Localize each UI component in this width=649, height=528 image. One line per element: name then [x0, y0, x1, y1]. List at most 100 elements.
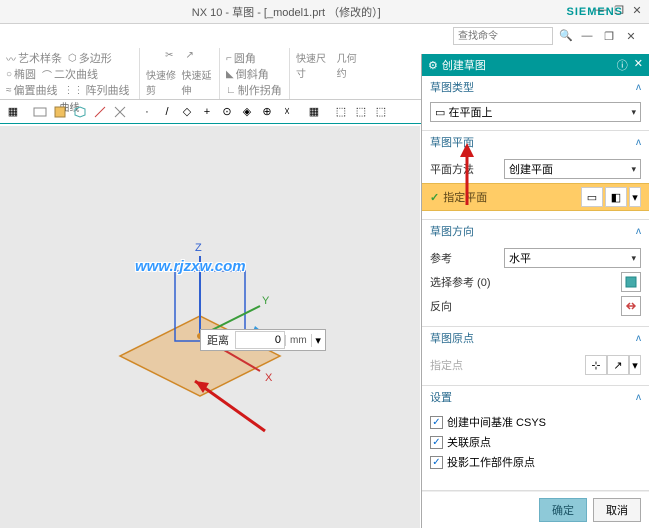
sketch-scene: Y Z X — [0, 126, 420, 528]
svg-text:Y: Y — [262, 295, 270, 307]
plane-method-select[interactable]: 创建平面 ▾ — [504, 159, 641, 179]
watermark: www.rjzxw.com — [135, 258, 246, 275]
tool-extend[interactable]: ↗ — [186, 50, 194, 61]
window-title: NX 10 - 草图 - [_model1.prt （修改的）] — [6, 4, 566, 20]
tool-trim[interactable]: ✂ — [165, 50, 173, 61]
select-ref-button[interactable] — [621, 272, 641, 292]
on-plane-icon: ▭ — [435, 106, 445, 119]
sketch-type-select[interactable]: ▭ 在平面上 ▾ — [430, 102, 641, 122]
chevron-down-icon: ▾ — [631, 107, 636, 118]
section-header-plane[interactable]: 草图平面 ʌ — [422, 131, 649, 153]
viewport-3d[interactable]: Y Z X www.rjzxw.com 距离 mm ▾ — [0, 126, 420, 528]
wireframe-icon[interactable] — [31, 103, 49, 121]
menu-icon[interactable]: ▦ — [4, 103, 22, 121]
child-close-icon[interactable]: ✕ — [623, 28, 639, 44]
child-minimize-icon[interactable]: — — [579, 28, 595, 44]
mid-icon[interactable]: ◇ — [178, 103, 196, 121]
int-icon[interactable]: ☓ — [278, 103, 296, 121]
checkbox-icon: ✓ — [430, 456, 443, 469]
section-header-settings[interactable]: 设置 ʌ — [422, 386, 649, 408]
panel-close-icon[interactable]: ✕ — [634, 57, 643, 73]
opt2-icon[interactable]: ⬚ — [352, 103, 370, 121]
section-sketch-type: 草图类型 ʌ ▭ 在平面上 ▾ — [422, 76, 649, 131]
gear-icon: ⚙ — [428, 59, 438, 72]
tool-ellipse[interactable]: ○ 椭圆 — [6, 66, 36, 82]
check-icon: ✓ — [430, 191, 439, 204]
reverse-label: 反向 — [430, 298, 621, 314]
tool-spline[interactable]: 〰 艺术样条 — [6, 50, 62, 66]
section-header-type[interactable]: 草图类型 ʌ — [422, 76, 649, 98]
quad-icon[interactable]: ◈ — [238, 103, 256, 121]
tool-chamfer[interactable]: ◣ 倒斜角 — [226, 66, 269, 82]
checkbox-assoc-origin[interactable]: ✓ 关联原点 — [430, 432, 641, 452]
cube-icon[interactable] — [71, 103, 89, 121]
plane-dialog-button[interactable]: ▭ — [581, 187, 603, 207]
tool-fillet[interactable]: ⌐ 圆角 — [226, 50, 256, 66]
tool-corner[interactable]: ∟ 制作拐角 — [226, 82, 282, 98]
circle-icon[interactable]: ⊙ — [218, 103, 236, 121]
section-settings: 设置 ʌ ✓ 创建中间基准 CSYS ✓ 关联原点 ✓ 投影工作部件原点 — [422, 386, 649, 491]
panel-title: 创建草图 — [442, 57, 617, 73]
chevron-down-icon: ▾ — [631, 253, 636, 264]
point-type-button[interactable]: ↗ — [607, 355, 629, 375]
grid-icon[interactable]: ▦ — [305, 103, 323, 121]
svg-text:X: X — [265, 372, 273, 384]
search-icon[interactable]: 🔍 — [559, 29, 573, 43]
section-sketch-origin: 草图原点 ʌ 指定点 ⊹ ↗ ▾ — [422, 327, 649, 386]
tool-polygon[interactable]: ⬡ 多边形 — [68, 50, 112, 66]
checkbox-icon: ✓ — [430, 416, 443, 429]
child-maximize-icon[interactable]: ❐ — [601, 28, 617, 44]
distance-label: 距离 — [201, 332, 235, 348]
target-icon[interactable]: ⊕ — [258, 103, 276, 121]
opt1-icon[interactable]: ⬚ — [332, 103, 350, 121]
caret-up-icon: ʌ — [636, 226, 641, 237]
tool-offset[interactable]: ≈ 偏置曲线 — [6, 82, 58, 98]
section-header-origin[interactable]: 草图原点 ʌ — [422, 327, 649, 349]
title-bar: NX 10 - 草图 - [_model1.prt （修改的）] SIEMENS… — [0, 0, 649, 24]
caret-up-icon: ʌ — [636, 137, 641, 148]
tool-trim-label: 快速修剪 — [146, 67, 178, 97]
checkbox-csys[interactable]: ✓ 创建中间基准 CSYS — [430, 412, 641, 432]
cross-icon[interactable] — [111, 103, 129, 121]
panel-footer: 确定 取消 — [422, 491, 649, 528]
slash-icon[interactable]: / — [158, 103, 176, 121]
distance-unit: mm — [285, 335, 311, 346]
reverse-button[interactable] — [621, 296, 641, 316]
point-icon[interactable]: · — [138, 103, 156, 121]
caret-up-icon: ʌ — [636, 333, 641, 344]
tool-extend-label: 快速延伸 — [182, 67, 214, 97]
command-search-input[interactable] — [453, 27, 553, 45]
distance-value-input[interactable] — [235, 331, 285, 349]
caret-up-icon: ʌ — [636, 392, 641, 403]
maximize-icon[interactable]: ❐ — [611, 2, 627, 18]
tool-geocon[interactable]: 几何约 — [337, 50, 364, 80]
opt3-icon[interactable]: ⬚ — [372, 103, 390, 121]
search-row: 🔍 — ❐ ✕ — [0, 24, 649, 48]
section-header-orient[interactable]: 草图方向 ʌ — [422, 220, 649, 242]
caret-up-icon: ʌ — [636, 82, 641, 93]
plane-type-button[interactable]: ◧ — [605, 187, 627, 207]
point-dropdown-button[interactable]: ▾ — [629, 355, 641, 375]
select-ref-label[interactable]: 选择参考 (0) — [430, 274, 621, 290]
point-dialog-button[interactable]: ⊹ — [585, 355, 607, 375]
checkbox-project-origin[interactable]: ✓ 投影工作部件原点 — [430, 452, 641, 472]
reference-select[interactable]: 水平 ▾ — [504, 248, 641, 268]
line-icon[interactable] — [91, 103, 109, 121]
reference-label: 参考 — [430, 250, 500, 266]
plus-icon[interactable]: + — [198, 103, 216, 121]
shaded-icon[interactable] — [51, 103, 69, 121]
ok-button[interactable]: 确定 — [539, 498, 587, 522]
window-controls: — ❐ ✕ — [593, 2, 645, 18]
specify-plane-row[interactable]: ✓ 指定平面 ▭ ◧ ▾ — [422, 183, 649, 211]
close-icon[interactable]: ✕ — [629, 2, 645, 18]
checkbox-icon: ✓ — [430, 436, 443, 449]
panel-wrench-icon[interactable]: ⓘ — [617, 57, 628, 73]
distance-input-box: 距离 mm ▾ — [200, 329, 326, 351]
tool-quickdim[interactable]: 快速尺寸 — [296, 50, 333, 80]
minimize-icon[interactable]: — — [593, 2, 609, 18]
tool-pattern[interactable]: ⋮⋮ 阵列曲线 — [64, 82, 130, 98]
cancel-button[interactable]: 取消 — [593, 498, 641, 522]
tool-conic[interactable]: ⌒ 二次曲线 — [42, 66, 98, 82]
distance-dropdown-icon[interactable]: ▾ — [311, 334, 325, 347]
plane-dropdown-button[interactable]: ▾ — [629, 187, 641, 207]
